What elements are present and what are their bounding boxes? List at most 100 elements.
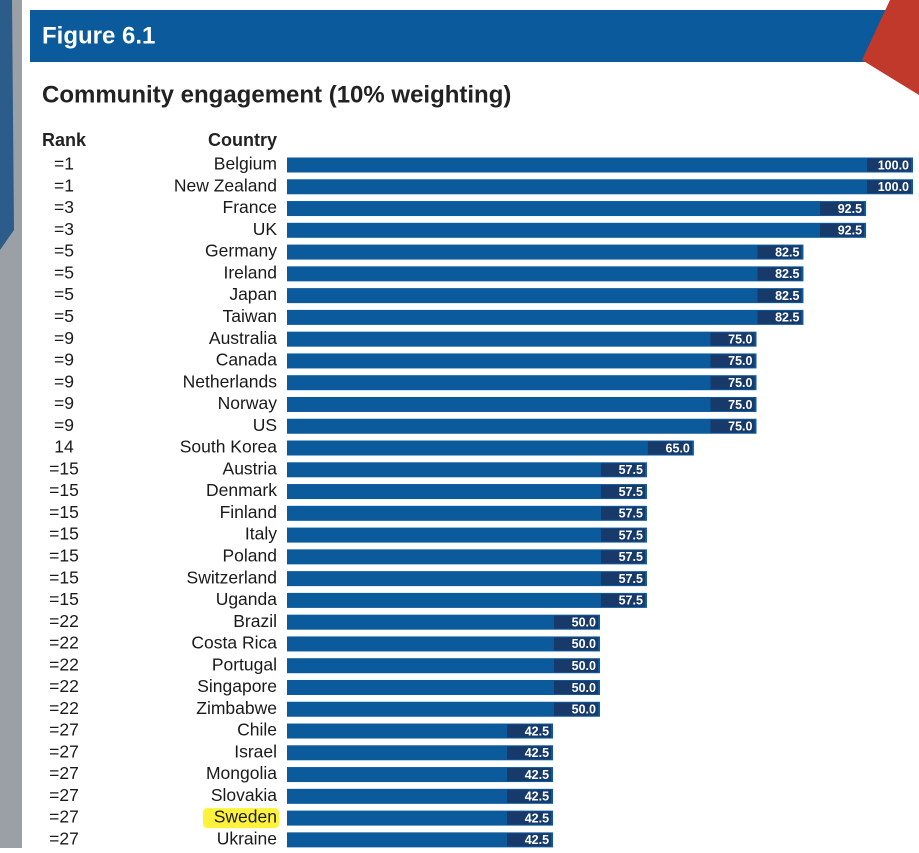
- value-label-box: [600, 528, 645, 542]
- bar: [287, 832, 554, 848]
- bar: [287, 614, 600, 630]
- bar: [287, 353, 757, 369]
- value-label: 75.0: [728, 332, 752, 346]
- bar: [287, 396, 757, 412]
- bar: [287, 571, 647, 587]
- bar: [287, 592, 647, 608]
- rank-label: =22: [49, 698, 79, 718]
- bar: [287, 179, 913, 195]
- category-label: Portugal: [212, 654, 277, 674]
- rank-label: =5: [54, 241, 74, 261]
- bar: [287, 484, 647, 500]
- bar: [287, 331, 757, 347]
- value-label: 50.0: [572, 637, 596, 651]
- value-label: 50.0: [572, 703, 596, 717]
- rank-label: =15: [49, 480, 79, 500]
- category-label: Chile: [237, 720, 277, 740]
- rank-label: =5: [54, 284, 74, 304]
- value-label-box: [757, 310, 802, 324]
- bar: [287, 375, 757, 391]
- value-label-box: [507, 789, 552, 803]
- category-label: France: [223, 197, 277, 217]
- category-label: Denmark: [206, 480, 277, 500]
- value-label-box: [867, 158, 911, 172]
- value-label-box: [757, 289, 802, 303]
- category-label: Poland: [223, 545, 278, 565]
- rank-label: =15: [49, 502, 79, 522]
- value-label: 100.0: [878, 180, 909, 194]
- value-label-box: [600, 506, 645, 520]
- category-label: Singapore: [197, 676, 277, 696]
- value-label-box: [507, 746, 552, 760]
- bar: [287, 201, 867, 217]
- rank-label: =27: [49, 763, 79, 783]
- value-label-box: [507, 724, 552, 738]
- value-label-box: [757, 267, 802, 281]
- value-label: 75.0: [728, 398, 752, 412]
- bar: [287, 505, 647, 521]
- rank-label: =22: [49, 654, 79, 674]
- value-label: 50.0: [572, 681, 596, 695]
- bar: [287, 309, 804, 325]
- rank-label: =9: [54, 393, 74, 413]
- rank-label: =15: [49, 545, 79, 565]
- value-label-box: [710, 419, 755, 433]
- rank-label: =9: [54, 350, 74, 370]
- category-label: South Korea: [180, 437, 278, 457]
- bar: [287, 440, 694, 456]
- category-label: US: [253, 415, 277, 435]
- value-label: 57.5: [619, 507, 643, 521]
- value-label: 92.5: [838, 224, 862, 238]
- category-label: Uganda: [216, 589, 278, 609]
- value-label-box: [554, 659, 598, 673]
- value-label: 92.5: [838, 202, 862, 216]
- value-label: 82.5: [775, 311, 799, 325]
- bar: [287, 636, 600, 652]
- rank-label: =27: [49, 807, 79, 827]
- bar: [287, 244, 804, 260]
- value-label-box: [554, 615, 598, 629]
- category-label: Australia: [209, 328, 277, 348]
- value-label: 57.5: [619, 594, 643, 608]
- bar: [287, 658, 600, 674]
- value-label-box: [554, 680, 598, 694]
- value-label: 57.5: [619, 550, 643, 564]
- category-label: Israel: [234, 741, 277, 761]
- value-label-box: [507, 833, 552, 847]
- value-label: 42.5: [525, 724, 549, 738]
- value-label: 82.5: [775, 245, 799, 259]
- value-label: 42.5: [525, 768, 549, 782]
- bar: [287, 527, 647, 543]
- value-label: 50.0: [572, 659, 596, 673]
- rank-label: =22: [49, 676, 79, 696]
- value-label-box: [507, 811, 552, 825]
- value-label-box: [554, 702, 598, 716]
- value-label-box: [820, 223, 865, 237]
- category-label: Ukraine: [217, 828, 277, 848]
- value-label: 100.0: [878, 158, 909, 172]
- category-label: Austria: [223, 458, 278, 478]
- category-label: Germany: [205, 241, 277, 261]
- category-label: Brazil: [233, 611, 277, 631]
- rank-label: =1: [54, 175, 74, 195]
- value-label-box: [600, 485, 645, 499]
- value-label: 50.0: [572, 615, 596, 629]
- category-label: Norway: [218, 393, 278, 413]
- value-label-box: [710, 397, 755, 411]
- value-label: 65.0: [666, 441, 690, 455]
- value-label: 57.5: [619, 572, 643, 586]
- rank-label: =15: [49, 589, 79, 609]
- bar: [287, 679, 600, 695]
- bar: [287, 767, 554, 783]
- figure-band: [30, 10, 919, 62]
- rank-label: =1: [54, 154, 74, 174]
- category-label: Costa Rica: [191, 633, 277, 653]
- rank-label: =27: [49, 828, 79, 848]
- category-label: Taiwan: [223, 306, 277, 326]
- value-label: 42.5: [525, 790, 549, 804]
- category-label: Finland: [220, 502, 277, 522]
- rank-header: Rank: [42, 130, 87, 150]
- value-label-box: [710, 354, 755, 368]
- value-label-box: [710, 332, 755, 346]
- bar: [287, 222, 867, 238]
